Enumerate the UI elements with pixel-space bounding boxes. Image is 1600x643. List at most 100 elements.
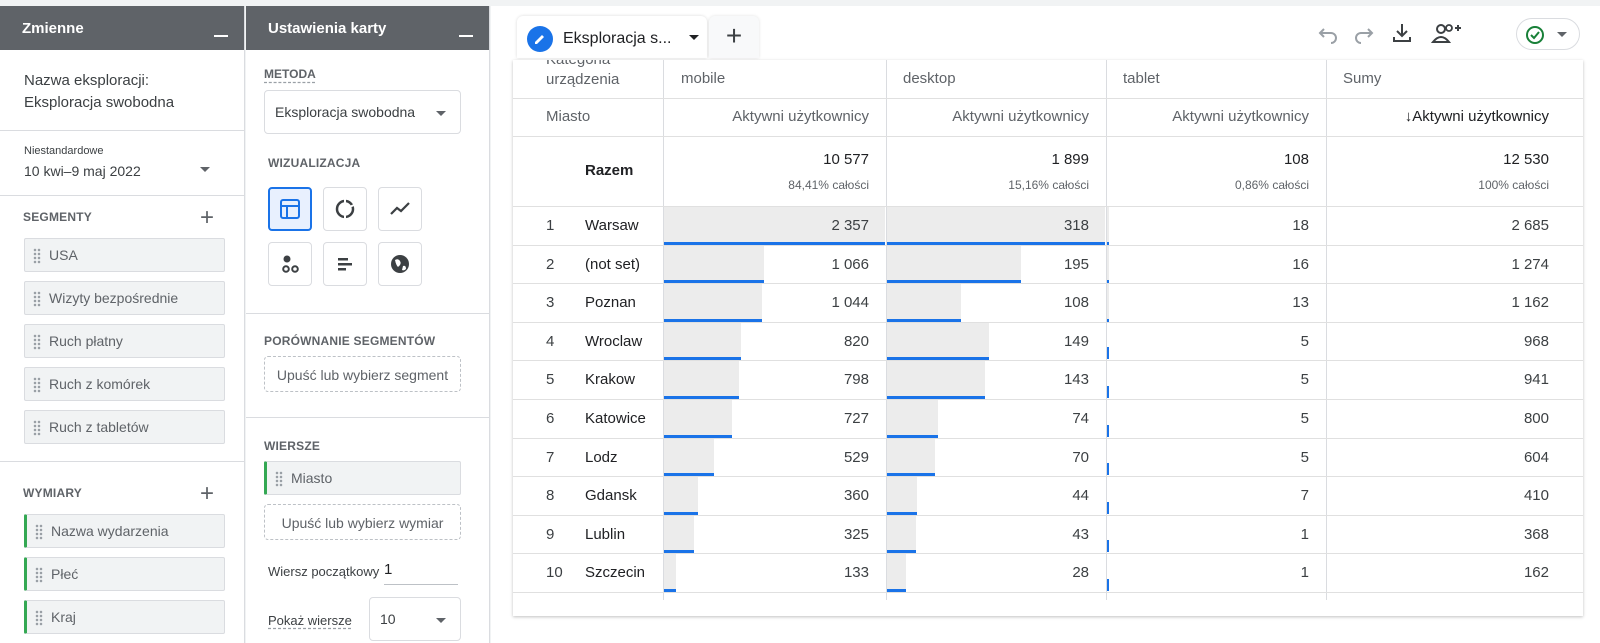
dimension-header-city[interactable]: Miasto (546, 108, 591, 125)
metric-header-sorted[interactable]: ↓Aktywni użytkownicy (1404, 108, 1549, 125)
data-bar-underline (664, 550, 695, 554)
table-row[interactable]: 7 Lodz 529 70 5 604 (513, 438, 1583, 478)
start-row-input[interactable]: 1 (384, 561, 458, 585)
row-city: Warsaw (585, 217, 639, 234)
pencil-icon[interactable] (527, 26, 553, 52)
column-header-desktop[interactable]: desktop (903, 70, 956, 87)
table-row[interactable]: 1 Warsaw 2 357 318 18 2 685 (513, 207, 1583, 246)
add-tab-button[interactable]: + (709, 16, 759, 58)
dimension-chip[interactable]: Kraj (24, 600, 225, 634)
minimize-icon[interactable] (459, 35, 473, 37)
add-segment-icon[interactable]: + (200, 204, 215, 231)
data-bar (887, 207, 1105, 245)
dimension-dropzone[interactable]: Upuść lub wybierz wymiar (264, 504, 461, 540)
column-header-mobile[interactable]: mobile (681, 70, 726, 87)
data-bar (887, 554, 907, 592)
drag-handle-icon[interactable] (33, 420, 41, 436)
row-city: Lodz (585, 448, 618, 466)
cell-total: 1 274 (1511, 255, 1549, 273)
row-rank: 3 (546, 294, 555, 312)
dimension-chip[interactable]: Nazwa wydarzenia (24, 514, 225, 548)
table-row[interactable]: 5 Krakow 798 143 5 941 (513, 361, 1583, 400)
metric-header[interactable]: Aktywni użytkownicy (732, 108, 869, 125)
exploration-name[interactable]: Nazwa eksploracji: Eksploracja swobodna (0, 50, 244, 114)
segment-chip[interactable]: Ruch z tabletów (24, 410, 225, 444)
show-rows-select[interactable]: 10 (369, 597, 461, 641)
data-bar-tick (1107, 540, 1109, 553)
row-divider (513, 514, 1583, 516)
segment-chip[interactable]: USA (24, 238, 225, 272)
table-row[interactable]: 9 Lublin 325 43 1 368 (513, 515, 1583, 555)
method-select[interactable]: Eksploracja swobodna (264, 90, 461, 134)
drag-handle-icon[interactable] (35, 610, 43, 626)
date-range-value[interactable]: 10 kwi–9 maj 2022 (24, 163, 141, 179)
tab-exploration[interactable]: Eksploracja s... (517, 16, 707, 58)
tab-name[interactable]: Eksploracja s... (563, 30, 672, 47)
add-dimension-icon[interactable]: + (200, 480, 215, 507)
cell-tablet: 1 (1300, 564, 1309, 582)
table-viz-button[interactable] (268, 187, 312, 231)
data-bar (1107, 245, 1109, 284)
data-bar (664, 322, 741, 361)
data-bar (887, 322, 990, 361)
data-bar-underline (887, 318, 962, 322)
drag-handle-icon[interactable] (33, 248, 41, 264)
status-dropdown[interactable] (1516, 18, 1580, 50)
minimize-icon[interactable] (214, 35, 228, 37)
total-sum: 12 530 (1503, 151, 1549, 168)
cell-mobile: 2 357 (831, 217, 869, 234)
segment-chip[interactable]: Wizyty bezpośrednie (24, 281, 225, 315)
data-bar-underline (887, 241, 1105, 245)
dimension-chip[interactable]: Płeć (24, 557, 225, 591)
cell-total: 968 (1523, 332, 1549, 350)
cell-mobile: 360 (843, 487, 869, 505)
scatter-viz-button[interactable] (268, 242, 312, 286)
chevron-down-icon[interactable] (200, 167, 210, 172)
segment-dropzone[interactable]: Upuść lub wybierz segment (264, 356, 461, 392)
share-user-icon[interactable] (1431, 22, 1461, 44)
drag-handle-icon[interactable] (33, 334, 41, 350)
redo-icon[interactable] (1353, 22, 1375, 44)
undo-icon[interactable] (1317, 22, 1339, 44)
donut-viz-button[interactable] (323, 187, 367, 231)
divider (0, 195, 244, 196)
segment-chip[interactable]: Ruch płatny (24, 324, 225, 358)
data-bar (887, 400, 938, 438)
exploration-name-value[interactable]: Eksploracja swobodna (24, 94, 175, 111)
line-viz-button[interactable] (378, 187, 422, 231)
cell-mobile: 1 044 (831, 294, 869, 312)
table-row[interactable]: 3 Poznan 1 044 108 13 1 162 (513, 284, 1583, 323)
drag-handle-icon[interactable] (33, 377, 41, 393)
cell-tablet: 5 (1300, 332, 1309, 350)
drag-handle-icon[interactable] (33, 291, 41, 307)
segment-chip[interactable]: Ruch z komórek (24, 367, 225, 401)
chevron-down-icon (436, 618, 446, 623)
data-bar (1107, 207, 1110, 245)
download-icon[interactable] (1391, 22, 1413, 44)
data-bar (664, 245, 764, 284)
metric-header[interactable]: Aktywni użytkownicy (1172, 108, 1309, 125)
dimension-label: Nazwa wydarzenia (51, 523, 169, 539)
row-chip-city[interactable]: Miasto (264, 461, 461, 495)
column-header-tablet[interactable]: tablet (1123, 70, 1160, 87)
table-row[interactable]: 2 (not set) 1 066 195 16 1 274 (513, 245, 1583, 285)
bar-viz-button[interactable] (323, 242, 367, 286)
column-header-totals[interactable]: Sumy (1343, 70, 1382, 87)
drag-handle-icon[interactable] (35, 567, 43, 583)
drag-handle-icon[interactable] (275, 471, 283, 487)
table-row[interactable]: 8 Gdansk 360 44 7 410 (513, 477, 1583, 516)
geo-viz-button[interactable] (378, 242, 422, 286)
table-row[interactable]: 6 Katowice 727 74 5 800 (513, 400, 1583, 439)
line-chart-icon (390, 202, 410, 215)
table-row[interactable]: 10 Szczecin 133 28 1 162 (513, 554, 1583, 593)
metric-header[interactable]: Aktywni użytkownicy (952, 108, 1089, 125)
table-row[interactable]: 4 Wroclaw 820 149 5 968 (513, 322, 1583, 362)
divider (246, 417, 489, 418)
row-rank: 4 (546, 332, 555, 350)
drag-handle-icon[interactable] (35, 524, 43, 540)
chevron-down-icon[interactable] (689, 35, 699, 40)
cell-desktop: 70 (1072, 448, 1089, 466)
date-range-picker[interactable]: Niestandardowe 10 kwi–9 maj 2022 (0, 131, 244, 195)
data-bar (664, 477, 698, 515)
data-bar-tick (1107, 424, 1109, 437)
